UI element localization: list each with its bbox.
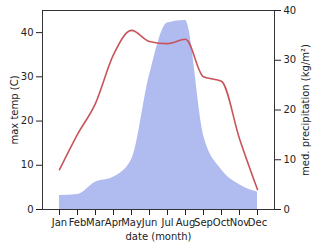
svg-text:0: 0 bbox=[284, 204, 290, 215]
svg-text:max temp (C): max temp (C) bbox=[9, 75, 20, 144]
svg-text:40: 40 bbox=[21, 27, 34, 38]
svg-text:Apr: Apr bbox=[104, 216, 123, 228]
svg-text:Feb: Feb bbox=[69, 217, 87, 228]
svg-text:30: 30 bbox=[21, 71, 34, 82]
svg-text:Oct: Oct bbox=[213, 217, 230, 228]
svg-text:30: 30 bbox=[284, 54, 297, 65]
svg-text:Aug: Aug bbox=[176, 217, 196, 228]
svg-text:20: 20 bbox=[21, 115, 34, 126]
svg-text:10: 10 bbox=[284, 154, 297, 165]
svg-text:Nov: Nov bbox=[230, 217, 250, 228]
svg-text:20: 20 bbox=[284, 104, 297, 115]
svg-text:date (month): date (month) bbox=[126, 231, 192, 242]
svg-text:Jun: Jun bbox=[141, 217, 158, 228]
svg-text:Sep: Sep bbox=[194, 217, 213, 228]
svg-text:May: May bbox=[121, 217, 142, 228]
svg-text:40: 40 bbox=[284, 5, 297, 16]
svg-text:Mar: Mar bbox=[86, 217, 106, 228]
svg-text:10: 10 bbox=[21, 159, 34, 170]
svg-text:Dec: Dec bbox=[248, 217, 267, 228]
svg-text:med. precipitation (kg/m²): med. precipitation (kg/m²) bbox=[300, 44, 311, 176]
svg-text:Jan: Jan bbox=[51, 217, 67, 228]
svg-text:Jul: Jul bbox=[160, 217, 173, 228]
svg-text:0: 0 bbox=[27, 204, 33, 215]
